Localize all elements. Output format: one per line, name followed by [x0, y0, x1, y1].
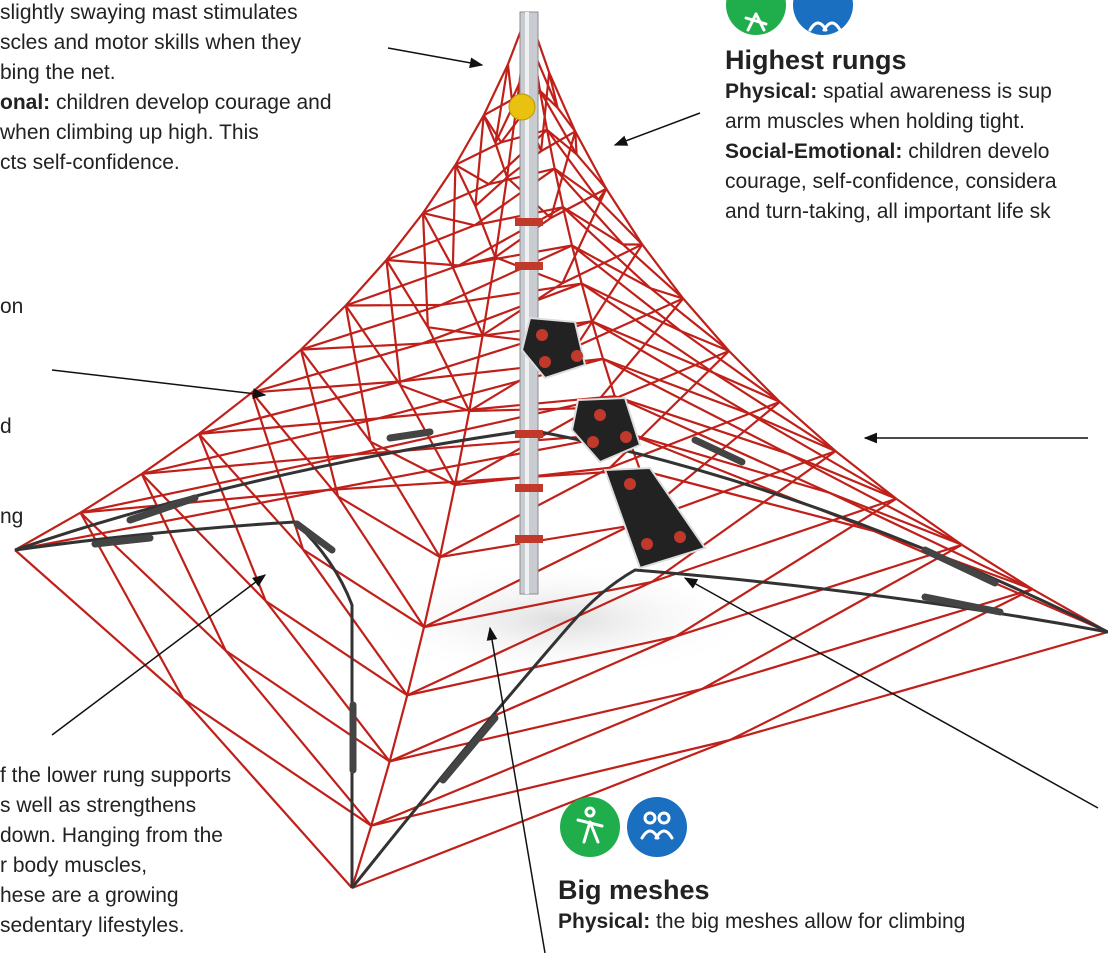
text-block: slightly swaying mast stimulates scles an… — [0, 0, 332, 178]
text: f the lower rung supports — [0, 764, 231, 787]
rope — [80, 455, 353, 513]
rope — [830, 493, 1033, 589]
text: bing the net. — [0, 61, 116, 84]
text-line: bing the net. — [0, 58, 332, 88]
text: spatial awareness is sup — [817, 80, 1052, 103]
rope — [15, 490, 328, 550]
text-line: onal: children develop courage and — [0, 88, 332, 118]
rope — [606, 189, 642, 245]
rope — [730, 632, 1108, 740]
rope — [714, 373, 836, 451]
text-line: f the lower rung supports — [0, 761, 231, 791]
rope — [683, 299, 729, 351]
text: r body muscles, — [0, 854, 147, 877]
text-line: r body muscles, — [0, 851, 231, 881]
text: children develo — [902, 140, 1049, 163]
text-line: slightly swaying mast stimulates — [0, 0, 332, 28]
rope — [352, 826, 371, 888]
text: arm muscles when holding tight. — [725, 110, 1025, 133]
text-line: scles and motor skills when they — [0, 28, 332, 58]
text-line: down. Hanging from the — [0, 821, 231, 851]
text: s well as strengthens — [0, 794, 196, 817]
heading: Highest rungs — [725, 43, 1057, 77]
label: onal: — [0, 91, 50, 114]
rope — [676, 499, 896, 637]
text-line: cts self-confidence. — [0, 148, 332, 178]
rope — [575, 131, 606, 188]
rope — [455, 411, 469, 485]
rope — [651, 288, 730, 351]
rope — [142, 455, 354, 474]
rope — [836, 451, 897, 499]
rope — [575, 131, 576, 154]
text: down. Hanging from the — [0, 824, 223, 847]
text: cts self-confidence. — [0, 151, 180, 174]
climbing-panels — [522, 318, 705, 568]
text-line: Physical: spatial awareness is sup — [725, 77, 1057, 107]
rope — [226, 651, 371, 826]
rope — [390, 695, 408, 761]
text-line: on — [0, 292, 23, 322]
text-line: sedentary lifestyles. — [0, 911, 231, 941]
text: d — [0, 415, 12, 438]
text-line: when climbing up high. This — [0, 118, 332, 148]
rope — [788, 454, 896, 499]
text-block: Big meshesPhysical: the big meshes allow… — [558, 873, 965, 937]
text-line: Social-Emotional: children develo — [725, 137, 1057, 167]
rope — [371, 761, 389, 825]
rope — [750, 414, 897, 499]
text-line: d — [0, 412, 23, 442]
text: slightly swaying mast stimulates — [0, 1, 298, 24]
rope — [780, 402, 836, 451]
rope — [508, 64, 512, 99]
page: { "blocks": { "top_left": {"lines": [ {"… — [0, 0, 1108, 953]
rope — [592, 321, 714, 373]
text: children develop courage and — [50, 91, 331, 114]
text-line: Physical: the big meshes allow for climb… — [558, 907, 965, 937]
rope — [338, 496, 440, 557]
text: and turn-taking, all important life sk — [725, 200, 1051, 223]
text-line: ng — [0, 502, 23, 532]
label: Physical: — [725, 80, 817, 103]
text-block: on d ng — [0, 292, 23, 532]
text-line: and turn-taking, all important life sk — [725, 197, 1057, 227]
heading: Big meshes — [558, 873, 965, 907]
rope — [346, 305, 442, 306]
text: courage, self-confidence, considera — [725, 170, 1057, 193]
text: the big meshes allow for climbing — [650, 910, 965, 933]
text-line: courage, self-confidence, considera — [725, 167, 1057, 197]
rope — [440, 485, 455, 557]
rope — [142, 418, 378, 474]
text-block: f the lower rung supports s well as stren… — [0, 761, 231, 941]
mast — [509, 12, 543, 594]
rope — [15, 550, 184, 699]
text: scles and motor skills when they — [0, 31, 301, 54]
text: ng — [0, 505, 23, 528]
rope — [555, 169, 623, 245]
text: when climbing up high. This — [0, 121, 259, 144]
label: Physical: — [558, 910, 650, 933]
rope — [681, 331, 780, 402]
rope — [642, 244, 683, 298]
text: hese are a growing — [0, 884, 179, 907]
text: on — [0, 295, 23, 318]
rope — [390, 689, 702, 761]
rope — [453, 165, 456, 268]
rope — [423, 213, 475, 225]
text: sedentary lifestyles. — [0, 914, 184, 937]
text-line: hese are a growing — [0, 881, 231, 911]
text-line: arm muscles when holding tight. — [725, 107, 1057, 137]
text-line: s well as strengthens — [0, 791, 231, 821]
rope — [729, 351, 780, 402]
rope — [598, 200, 642, 245]
label: Social-Emotional: — [725, 140, 902, 163]
